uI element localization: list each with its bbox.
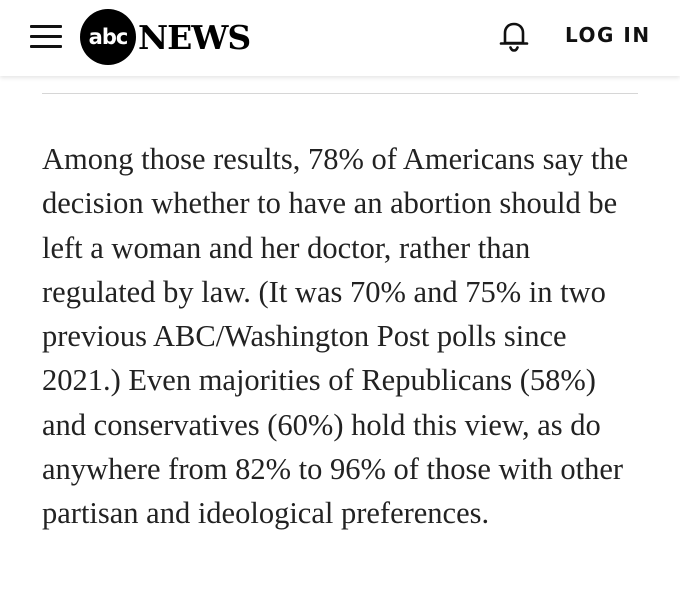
article-paragraph: Among those results, 78% of Americans sa… (42, 142, 629, 531)
log-in-button[interactable]: LOG IN (565, 23, 651, 47)
abc-news-logo[interactable]: abc NEWS (80, 9, 251, 65)
abc-logo-badge: abc (80, 9, 136, 65)
bell-icon[interactable] (496, 18, 532, 54)
top-navigation-bar: abc NEWS LOG IN (0, 0, 680, 76)
hamburger-menu-icon[interactable] (28, 20, 66, 52)
news-wordmark: NEWS (138, 17, 251, 57)
menu-line-middle (30, 35, 62, 38)
menu-line-bottom (30, 45, 62, 48)
menu-line-top (30, 25, 62, 28)
content-divider (42, 93, 638, 94)
bell-icon-graphic (499, 22, 529, 52)
